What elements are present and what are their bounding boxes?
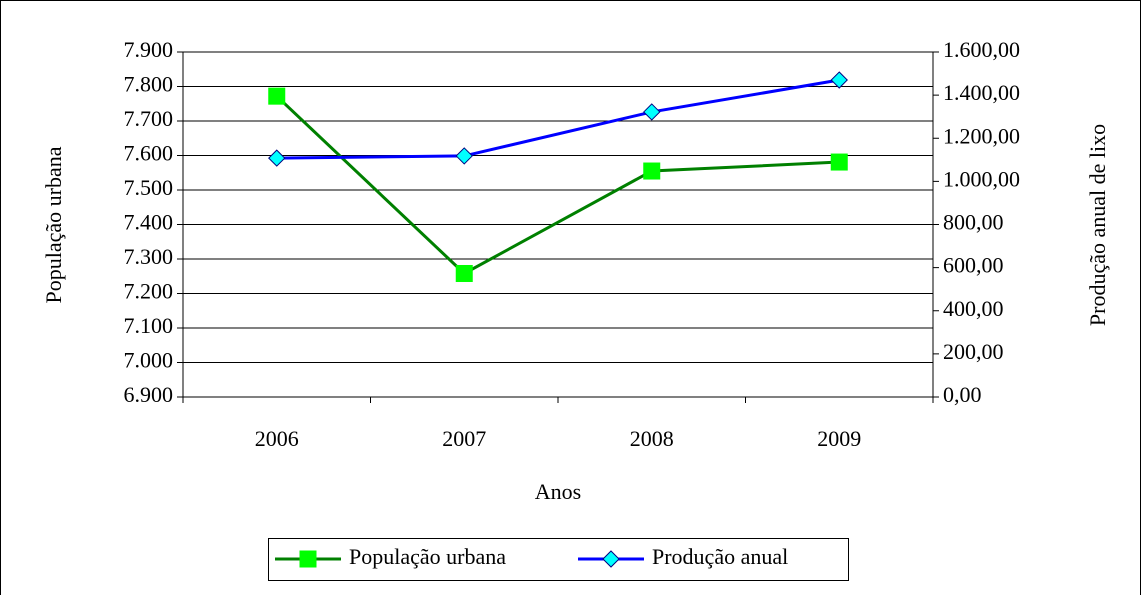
legend-box bbox=[268, 538, 849, 581]
y-tick-label: 7.800 bbox=[124, 72, 174, 97]
y-tick-label: 7.500 bbox=[124, 175, 174, 200]
x-tick-label: 2008 bbox=[630, 426, 674, 451]
y-tick-label: 6.900 bbox=[124, 382, 174, 407]
series-marker bbox=[455, 264, 473, 282]
legend-marker bbox=[299, 550, 317, 568]
y2-tick-label: 1.400,00 bbox=[943, 80, 1020, 105]
y2-axis-label: Produção anual de lixo bbox=[1085, 124, 1110, 326]
series-marker bbox=[268, 87, 286, 105]
series-marker bbox=[830, 71, 848, 89]
y-tick-label: 7.300 bbox=[124, 244, 174, 269]
y-tick-label: 7.400 bbox=[124, 210, 174, 235]
y-tick-label: 7.700 bbox=[124, 106, 174, 131]
y2-tick-label: 1.600,00 bbox=[943, 37, 1020, 62]
y2-tick-label: 200,00 bbox=[943, 339, 1004, 364]
legend-label: População urbana bbox=[349, 544, 506, 569]
x-axis-label: Anos bbox=[535, 479, 581, 504]
series-marker bbox=[455, 147, 473, 165]
y2-tick-label: 800,00 bbox=[943, 210, 1004, 235]
y-tick-label: 7.900 bbox=[124, 37, 174, 62]
y-axis-label: População urbana bbox=[41, 146, 66, 303]
series-marker bbox=[830, 153, 848, 171]
y-tick-label: 7.000 bbox=[124, 348, 174, 373]
y2-tick-label: 400,00 bbox=[943, 296, 1004, 321]
series-line bbox=[276, 78, 840, 160]
x-tick-label: 2009 bbox=[817, 426, 861, 451]
y-tick-label: 7.100 bbox=[124, 313, 174, 338]
y2-tick-label: 1.000,00 bbox=[943, 166, 1020, 191]
y2-tick-label: 1.200,00 bbox=[943, 123, 1020, 148]
legend-marker bbox=[602, 550, 620, 568]
legend-label: Produção anual bbox=[652, 544, 788, 569]
series-marker bbox=[643, 103, 661, 121]
x-tick-label: 2006 bbox=[255, 426, 299, 451]
y-tick-label: 7.600 bbox=[124, 141, 174, 166]
series-marker bbox=[268, 149, 286, 167]
series-line bbox=[275, 95, 840, 276]
y2-tick-label: 0,00 bbox=[943, 382, 982, 407]
series-marker bbox=[643, 162, 661, 180]
x-tick-label: 2007 bbox=[442, 426, 486, 451]
y2-tick-label: 600,00 bbox=[943, 253, 1004, 278]
y-tick-label: 7.200 bbox=[124, 279, 174, 304]
